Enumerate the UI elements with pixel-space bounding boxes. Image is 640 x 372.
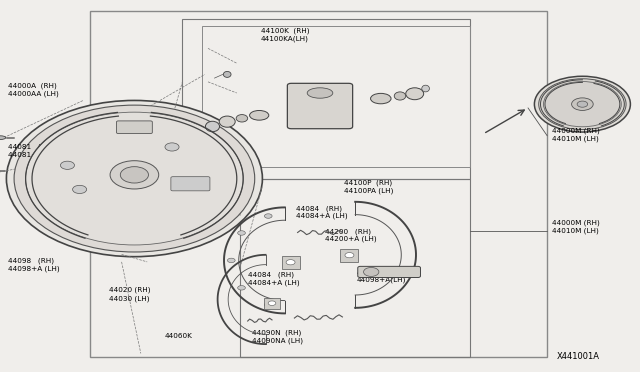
Text: 44090NA (LH): 44090NA (LH) [252, 337, 303, 344]
Text: 44200+A (LH): 44200+A (LH) [325, 236, 377, 243]
Text: 44000M (RH): 44000M (RH) [552, 128, 600, 134]
Ellipse shape [543, 81, 621, 127]
Ellipse shape [110, 161, 159, 189]
Ellipse shape [572, 98, 593, 110]
FancyBboxPatch shape [171, 177, 210, 191]
Ellipse shape [250, 110, 269, 120]
Bar [240, 179, 470, 357]
Ellipse shape [26, 112, 243, 245]
Bar [282, 256, 300, 269]
Text: 44000M (RH): 44000M (RH) [552, 220, 600, 227]
Text: 44090N  (RH): 44090N (RH) [252, 330, 301, 336]
Text: 44084+A (LH): 44084+A (LH) [296, 213, 348, 219]
Bar [202, 26, 470, 167]
Ellipse shape [422, 85, 429, 92]
Ellipse shape [219, 116, 236, 127]
Circle shape [268, 301, 276, 305]
Text: 44098   (RH): 44098 (RH) [357, 269, 403, 276]
Circle shape [264, 302, 272, 307]
Text: 44010M (LH): 44010M (LH) [552, 228, 598, 234]
Ellipse shape [406, 88, 424, 100]
Ellipse shape [6, 100, 262, 257]
Text: 44200   (RH): 44200 (RH) [325, 228, 371, 235]
Text: 44100PA (LH): 44100PA (LH) [344, 187, 394, 194]
Text: 44010M (LH): 44010M (LH) [552, 135, 598, 142]
Text: X441001A: X441001A [557, 352, 600, 361]
Circle shape [345, 253, 354, 258]
Ellipse shape [534, 76, 630, 132]
Circle shape [237, 286, 245, 290]
Circle shape [286, 260, 295, 265]
Circle shape [60, 161, 74, 169]
Circle shape [237, 231, 245, 235]
Ellipse shape [14, 105, 255, 252]
Text: 44030 (LH): 44030 (LH) [109, 295, 149, 302]
Text: 44100P  (RH): 44100P (RH) [344, 180, 392, 186]
Circle shape [227, 258, 235, 263]
Ellipse shape [120, 167, 148, 183]
Text: 44098   (RH): 44098 (RH) [8, 257, 54, 264]
Text: 44098+A(LH): 44098+A(LH) [357, 277, 406, 283]
Text: 44000A  (RH): 44000A (RH) [8, 82, 56, 89]
Text: 44098+A (LH): 44098+A (LH) [8, 265, 60, 272]
Text: 44081   (RH): 44081 (RH) [8, 144, 54, 150]
FancyBboxPatch shape [358, 266, 420, 278]
FancyBboxPatch shape [287, 83, 353, 129]
Ellipse shape [236, 115, 248, 122]
Circle shape [165, 143, 179, 151]
Text: 44100KA(LH): 44100KA(LH) [261, 35, 308, 42]
Bar [182, 19, 470, 179]
Bar [90, 11, 547, 357]
Ellipse shape [0, 136, 6, 140]
Text: 44020 (RH): 44020 (RH) [109, 287, 150, 294]
Text: 44000AA (LH): 44000AA (LH) [8, 90, 58, 97]
Ellipse shape [307, 88, 333, 98]
Bar [264, 298, 280, 309]
Ellipse shape [371, 93, 391, 104]
Ellipse shape [223, 71, 231, 77]
Ellipse shape [205, 121, 220, 132]
Text: 44100K  (RH): 44100K (RH) [260, 27, 309, 34]
Ellipse shape [539, 79, 626, 129]
Text: 44060K: 44060K [165, 333, 193, 339]
Text: 44084   (RH): 44084 (RH) [296, 205, 342, 212]
Text: 44084+A (LH): 44084+A (LH) [248, 279, 300, 286]
Text: 44084   (RH): 44084 (RH) [248, 271, 294, 278]
Circle shape [72, 185, 86, 193]
Ellipse shape [577, 101, 588, 107]
Bar [340, 249, 358, 262]
Circle shape [264, 214, 272, 218]
FancyBboxPatch shape [116, 121, 152, 134]
Text: 44081+A (LH): 44081+A (LH) [8, 152, 60, 158]
Ellipse shape [394, 92, 406, 100]
Circle shape [364, 267, 379, 276]
